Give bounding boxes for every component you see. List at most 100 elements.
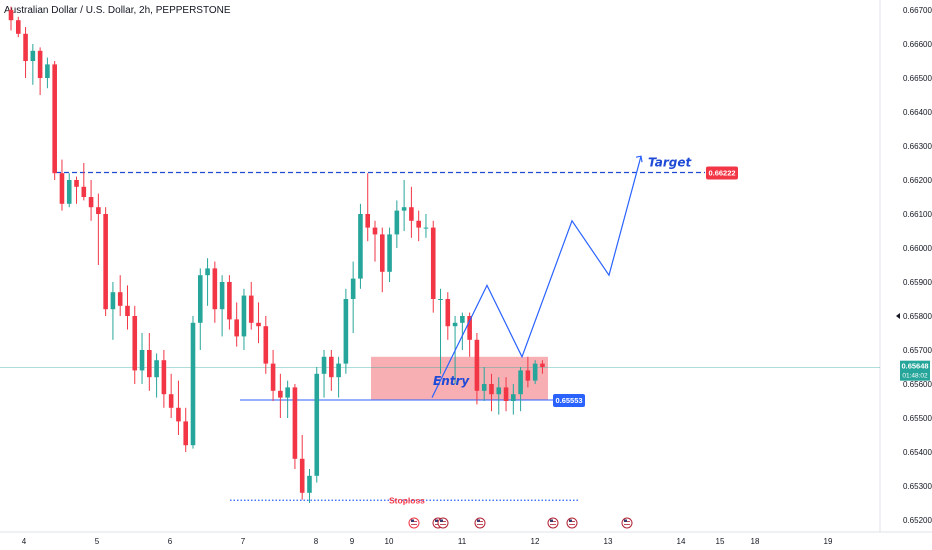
price-tick-label: 0.66100 [903,210,932,219]
candle-body [358,214,363,279]
candle-body [197,275,203,323]
candle-body [81,186,87,197]
candle-body [125,305,130,316]
event-flag-icon [566,517,578,529]
price-tick-label: 0.66200 [903,176,932,185]
price-tick-label: 0.65300 [903,482,932,491]
current-price-tag-text: 0.65648 [901,362,928,371]
level-lines [0,171,880,501]
event-flag-icon [621,517,633,529]
candle-body [445,299,451,327]
entry-label: Entry [433,374,470,388]
candle-body [248,295,254,323]
price-tick-label: 0.65800 [903,312,932,321]
price-tags: 0.66222 0.65553 0.65648 01:48:02 [553,166,930,407]
candle-body [329,356,334,378]
candle-body [532,363,538,381]
time-tick-label: 19 [824,537,833,546]
candle-body [387,234,392,272]
price-tick-label: 0.66300 [903,142,932,151]
candle-body [74,180,79,187]
candle-body [59,173,65,204]
time-tick-label: 9 [350,537,355,546]
candle-body [212,268,218,310]
candle-body [540,363,545,367]
entry-price-tag [553,393,585,407]
candle-body [503,387,509,401]
candle-body [15,20,21,34]
event-canton [624,519,627,522]
candle-body [299,458,305,493]
candle-body [183,421,189,446]
price-tick-label: 0.66000 [903,244,932,253]
candle-body [52,64,57,174]
candle-body [103,214,108,310]
countdown-text: 01:48:02 [902,373,928,380]
candle-body [132,316,138,371]
candle-body [307,475,312,493]
candle-body [23,33,28,61]
candle-body [511,394,516,401]
candle-body [474,339,480,391]
time-tick-label: 11 [458,537,467,546]
event-canton [411,519,414,522]
candle-body [321,356,327,374]
candle-body [227,282,232,320]
candle-body [416,220,421,228]
symbol-title: Australian Dollar / U.S. Dollar, 2h, PEP… [4,5,231,16]
price-tick-label: 0.65700 [903,346,932,355]
candle-body [241,295,247,337]
time-tick-label: 15 [716,537,725,546]
current-price-tag [900,360,930,381]
candle-body [154,360,159,378]
target-price-tag [706,166,738,180]
candle-body [117,292,123,306]
event-flag-icon [437,517,449,529]
price-tick-label: 0.65900 [903,278,932,287]
candle-body [452,322,458,327]
price-tick-label: 0.65400 [903,448,932,457]
candle-body [481,384,487,391]
price-axis[interactable]: 0.66700 0.66600 0.66500 0.66400 0.66300 0.662… [903,6,932,525]
candle-body [430,227,436,299]
candle-body [176,407,181,422]
event-canton [550,519,553,522]
annotations: Target Entry Stoploss [389,155,693,505]
candle-body [168,394,174,408]
price-tick-label: 0.66700 [903,6,932,15]
candle-body [460,316,465,323]
price-tick-label: 0.65500 [903,414,932,423]
economic-events [408,517,633,529]
candle-body [518,370,523,395]
candle-body [8,10,14,21]
time-tick-label: 5 [95,537,100,546]
time-tick-label: 14 [677,537,686,546]
time-tick-label: 13 [604,537,613,546]
candle-body [394,210,400,235]
stoploss-label: Stoploss [389,495,425,505]
candle-body [409,207,414,221]
candle-body [110,292,116,310]
candle-body [270,363,276,391]
event-flag-icon [408,517,420,529]
candle-body [234,319,239,337]
time-axis[interactable]: 4 5 6 7 8 9 10 11 12 13 14 15 18 19 [22,537,833,546]
event-flag-icon [474,517,486,529]
price-tick-label: 0.66400 [903,108,932,117]
time-tick-label: 7 [241,537,246,546]
event-canton [477,519,480,522]
time-tick-label: 18 [751,537,760,546]
event-canton [569,519,572,522]
candle-body [401,207,407,211]
time-tick-label: 8 [314,537,319,546]
projection-arrowhead [635,155,643,163]
candle-body [205,268,210,276]
price-tick-label: 0.65600 [903,380,932,389]
time-tick-label: 6 [168,537,173,546]
event-flag-icon [547,517,559,529]
projection-path [431,156,642,398]
time-tick-label: 4 [22,537,27,546]
candle-body [96,207,101,214]
